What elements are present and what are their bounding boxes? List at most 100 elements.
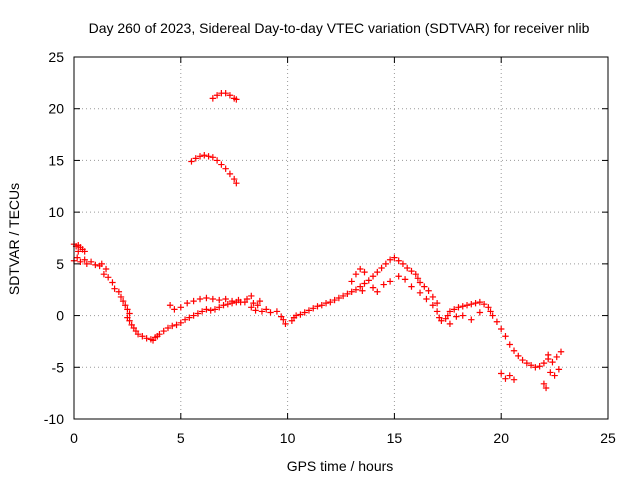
data-point [540,359,548,367]
data-point [485,304,492,311]
data-point [81,256,88,263]
data-point [177,319,184,327]
data-point [124,306,131,313]
data-point [231,175,238,183]
data-point [258,308,266,315]
data-point [104,274,112,281]
data-point [98,260,105,268]
data-point [378,264,385,272]
data-point [267,309,274,316]
data-point [523,359,531,367]
y-tick-label: 0 [56,308,64,324]
data-point [498,370,505,377]
data-point [111,285,118,292]
data-point [453,313,460,320]
data-point [540,380,548,388]
data-point [472,299,479,307]
data-point [81,248,88,255]
data-point [100,271,108,278]
data-point [446,308,454,315]
data-point [184,299,191,307]
grid-layer [74,57,608,419]
plot-frame [73,56,609,420]
data-point [305,307,313,314]
data-point [233,179,240,187]
data-point [361,280,368,287]
data-point [408,283,415,290]
data-point [374,268,381,276]
data-point [549,358,556,366]
data-point [209,95,217,102]
data-point [357,283,364,290]
data-point [263,306,270,313]
data-point [557,348,565,355]
data-point [213,157,221,164]
data-point [339,292,347,300]
data-point [164,324,172,332]
x-tick-label: 0 [70,430,78,446]
data-point [209,295,217,303]
y-tick-label: 15 [48,152,64,168]
data-point [220,302,227,309]
x-axis-label: GPS time / hours [287,458,394,474]
data-point [414,275,422,282]
data-point [331,296,338,304]
data-point [87,258,95,265]
data-point [416,289,424,297]
data-point [493,318,501,325]
data-point [359,287,366,294]
data-point [126,317,133,324]
data-point [115,288,123,295]
data-point [429,302,437,309]
data-point [412,271,419,278]
data-point [314,303,321,310]
data-point [256,297,264,305]
data-point [207,307,214,314]
data-point [301,309,308,316]
data-point [352,271,360,278]
data-point [213,92,221,99]
y-tick-label: -10 [44,411,64,427]
data-point [344,290,351,298]
data-point [198,308,206,315]
data-point [459,303,466,310]
data-point [451,306,458,313]
data-point [498,325,505,333]
data-point [361,268,368,276]
data-point [224,300,231,308]
data-point [423,295,430,303]
y-tick-label: 10 [48,204,64,220]
data-point [395,273,402,280]
data-point [222,295,229,303]
data-point [156,330,163,338]
data-point [527,362,535,369]
data-point [502,375,509,382]
data-point [248,292,255,300]
data-point [134,330,142,338]
data-point [173,321,180,329]
data-marks [70,90,565,392]
data-point [109,279,116,286]
data-point [327,298,334,306]
data-point [365,277,372,284]
data-point [243,295,251,303]
data-point [416,279,424,286]
x-tick-label: 10 [280,430,296,446]
data-point [425,287,432,294]
data-point [519,356,526,364]
data-point [226,92,234,99]
data-point [547,369,554,376]
data-point [102,265,110,273]
data-point [190,297,197,305]
data-point [250,299,257,307]
data-point [348,278,355,285]
data-point [252,307,259,314]
data-point [254,302,261,309]
data-point [92,261,99,269]
data-point [233,96,240,103]
data-point [429,293,437,301]
data-point [186,314,193,321]
data-point [438,317,445,324]
data-point [203,306,210,313]
